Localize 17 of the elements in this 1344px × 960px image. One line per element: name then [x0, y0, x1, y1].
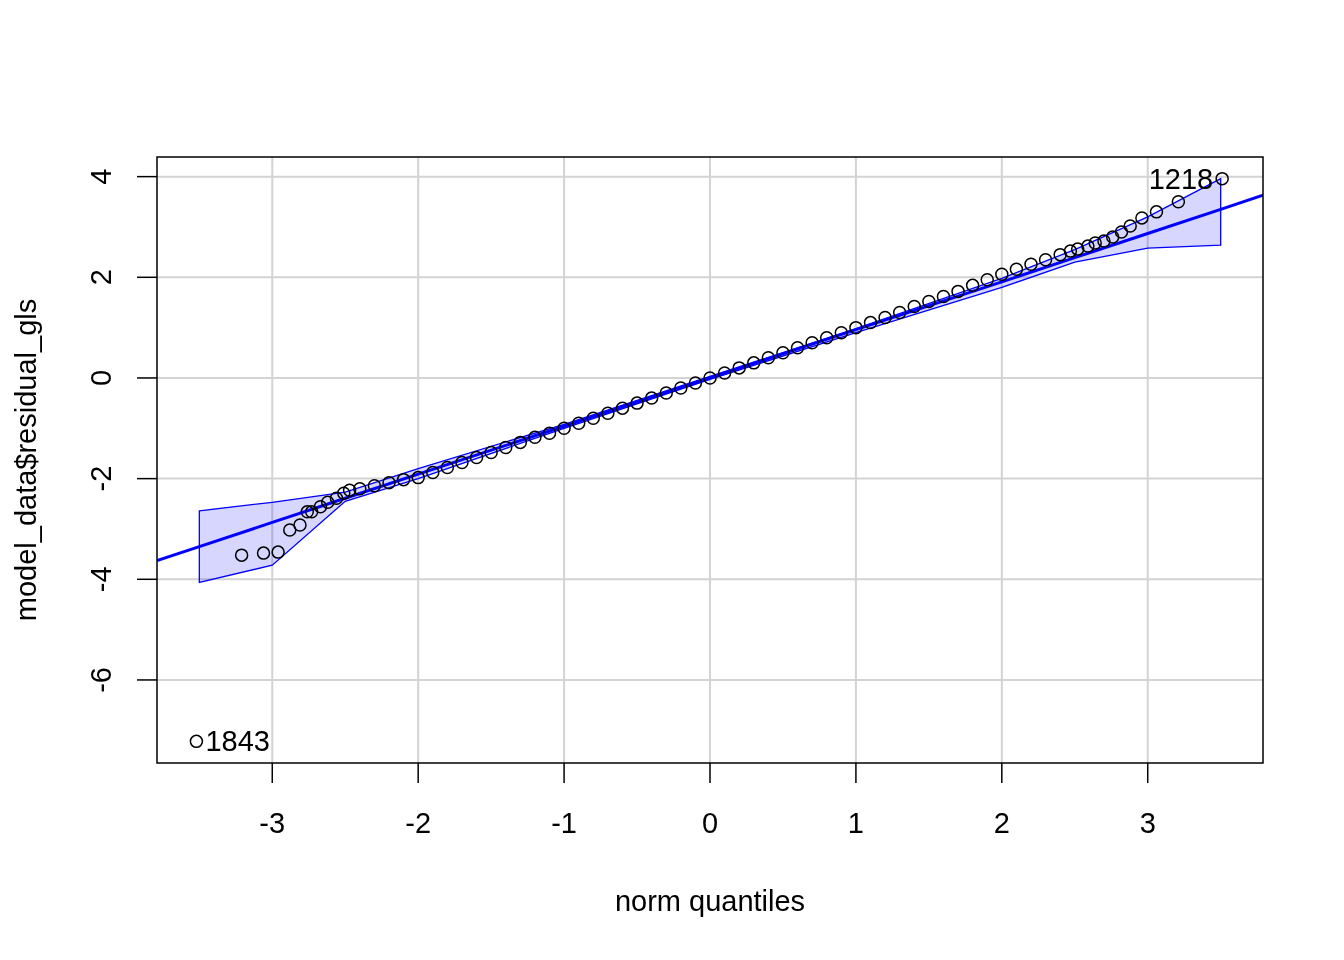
- y-tick-label: 0: [85, 369, 117, 387]
- x-tick-label: 2: [993, 807, 1010, 839]
- x-tick-label: -2: [405, 807, 432, 839]
- x-tick-label: 3: [1139, 807, 1156, 839]
- y-tick-label: 2: [85, 269, 117, 286]
- x-tick-label: -3: [259, 807, 286, 839]
- x-tick-label: -1: [551, 807, 577, 839]
- y-tick-label: -2: [85, 465, 117, 492]
- y-tick-label: -6: [85, 667, 117, 693]
- x-tick-label: 0: [701, 807, 719, 839]
- y-tick-label: 4: [85, 168, 117, 185]
- annotation: 1843: [205, 725, 270, 758]
- x-axis-title: norm quantiles: [614, 885, 806, 917]
- annotation: 1218: [1148, 162, 1214, 195]
- y-tick-label: -4: [85, 566, 117, 593]
- y-axis-title: model_data$residual_gls: [10, 298, 42, 622]
- x-tick-label: 1: [847, 807, 864, 839]
